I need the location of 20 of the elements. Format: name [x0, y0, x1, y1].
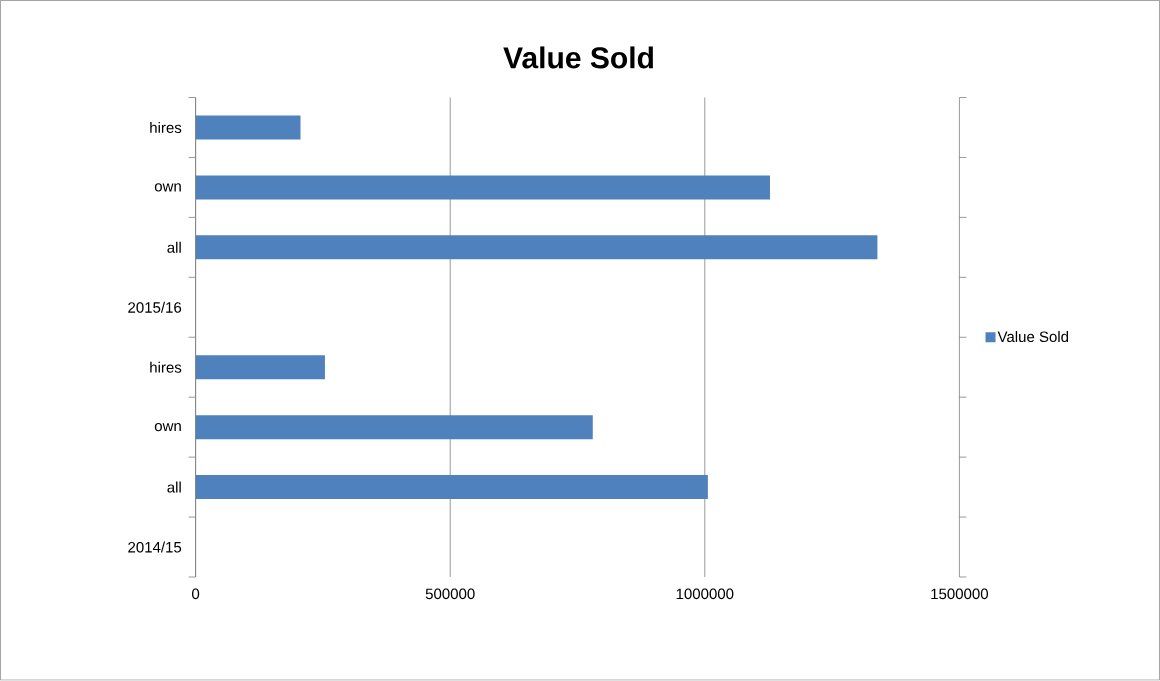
- legend-label: Value Sold: [997, 331, 1069, 343]
- y-tick-label: hires: [150, 122, 182, 134]
- bar: [195, 115, 301, 140]
- y-tick-label: all: [167, 481, 181, 493]
- y-tick-label: all: [167, 242, 181, 254]
- bar: [195, 415, 593, 440]
- bar: [195, 235, 878, 260]
- bar: [195, 475, 708, 500]
- bar: [195, 175, 770, 200]
- y-tick-label: own: [154, 183, 181, 192]
- bar: [195, 355, 325, 380]
- x-tick-label: 1500000: [931, 588, 989, 600]
- y-tick-label: 2015/16: [128, 302, 182, 314]
- x-tick-label: 500000: [425, 588, 475, 600]
- x-tick-label: 1000000: [676, 588, 734, 600]
- y-tick-label: 2014/15: [128, 541, 182, 553]
- chart-title: Value Sold: [503, 46, 653, 69]
- y-tick-label: hires: [150, 361, 182, 373]
- x-tick-label: 0: [192, 588, 200, 600]
- y-tick-label: own: [154, 423, 181, 432]
